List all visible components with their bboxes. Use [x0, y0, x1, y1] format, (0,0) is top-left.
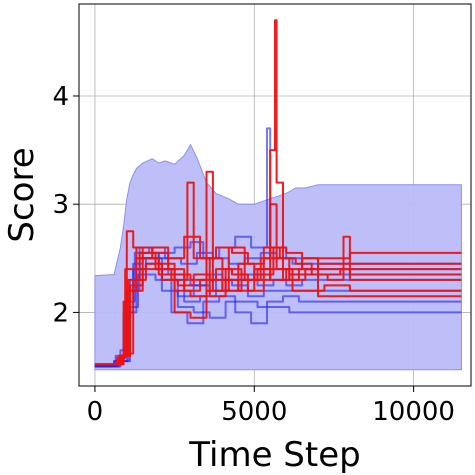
- series-line-red-13: [94, 262, 462, 366]
- axis-ticks: 0 5000 10000 2 3 4: [52, 82, 455, 427]
- x-tick-label: 0: [87, 397, 104, 427]
- series-lines: [94, 19, 462, 368]
- x-axis-label: Time Step: [188, 435, 360, 475]
- y-tick-label: 3: [52, 190, 69, 220]
- y-axis-label: Score: [2, 147, 42, 242]
- score-band-area: [94, 143, 462, 371]
- y-tick-label: 2: [52, 298, 69, 328]
- y-tick-label: 4: [52, 82, 69, 112]
- plot-frame: [78, 3, 472, 387]
- x-tick-label: 5000: [221, 397, 287, 427]
- series-line-red-8: [94, 170, 462, 366]
- series-line-red-14: [94, 257, 462, 366]
- score-range-band: [94, 143, 462, 371]
- x-tick-label: 10000: [372, 397, 455, 427]
